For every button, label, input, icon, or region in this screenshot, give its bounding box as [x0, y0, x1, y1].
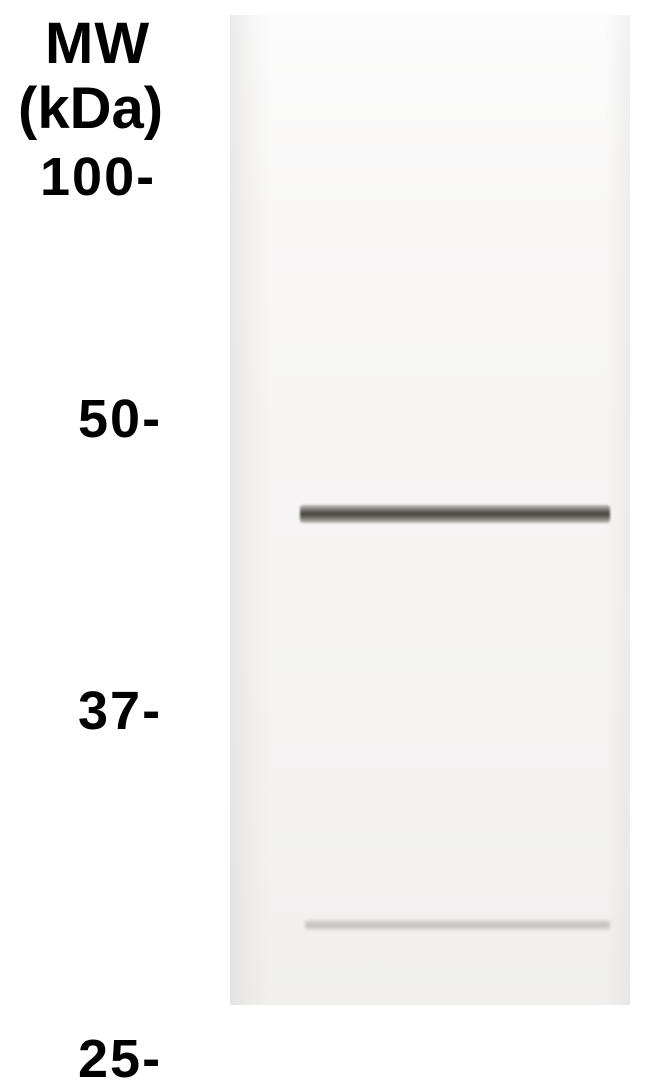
marker-100: 100-: [40, 146, 156, 208]
marker-25: 25-: [78, 1028, 162, 1090]
lane-edge-left: [230, 15, 270, 1005]
marker-37: 37-: [78, 680, 162, 742]
mw-header-line2: (kDa): [18, 80, 163, 138]
blot-membrane: [230, 15, 630, 1005]
band-main: [300, 505, 610, 523]
blot-figure: MW (kDa) 100- 50- 37- 25-: [0, 0, 650, 1091]
marker-50: 50-: [78, 388, 162, 450]
mw-header-line1: MW: [45, 15, 150, 73]
band-faint: [305, 920, 610, 930]
